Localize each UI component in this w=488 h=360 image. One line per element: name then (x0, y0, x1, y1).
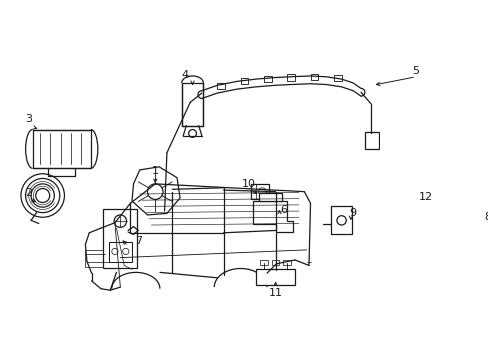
Bar (33, 130, 91, 168)
Bar (181, 83, 203, 126)
Text: 5: 5 (412, 66, 419, 76)
Bar (250, 184, 269, 199)
Text: 12: 12 (418, 192, 431, 202)
Text: 11: 11 (268, 288, 282, 298)
Bar (85, 250, 108, 267)
Bar (264, 76, 271, 82)
Circle shape (112, 248, 118, 255)
Bar (103, 209, 137, 268)
Polygon shape (253, 201, 293, 232)
Circle shape (122, 248, 129, 255)
Bar (310, 74, 318, 80)
Circle shape (114, 215, 126, 228)
Bar (447, 212, 475, 234)
Bar (283, 260, 290, 265)
Polygon shape (132, 167, 180, 215)
Text: 1: 1 (151, 166, 159, 176)
Text: 4: 4 (181, 70, 188, 80)
Bar (330, 206, 352, 234)
Text: 2: 2 (25, 188, 32, 198)
Bar (286, 75, 294, 81)
Circle shape (258, 188, 266, 195)
Bar (333, 75, 341, 81)
Bar (364, 132, 378, 149)
Circle shape (188, 130, 196, 137)
Bar (217, 83, 224, 89)
Circle shape (336, 216, 346, 225)
Bar (240, 77, 248, 84)
Text: 10: 10 (241, 179, 255, 189)
Polygon shape (403, 192, 436, 223)
Text: 9: 9 (349, 208, 356, 217)
Text: 6: 6 (280, 204, 287, 215)
Circle shape (21, 174, 64, 217)
Bar (256, 269, 294, 285)
Text: 7: 7 (134, 235, 142, 246)
Bar (258, 193, 281, 201)
Bar (271, 260, 279, 265)
Bar (260, 260, 267, 265)
Bar (108, 242, 132, 261)
Text: 8: 8 (483, 212, 488, 222)
Circle shape (456, 217, 467, 228)
Text: 3: 3 (25, 114, 32, 125)
